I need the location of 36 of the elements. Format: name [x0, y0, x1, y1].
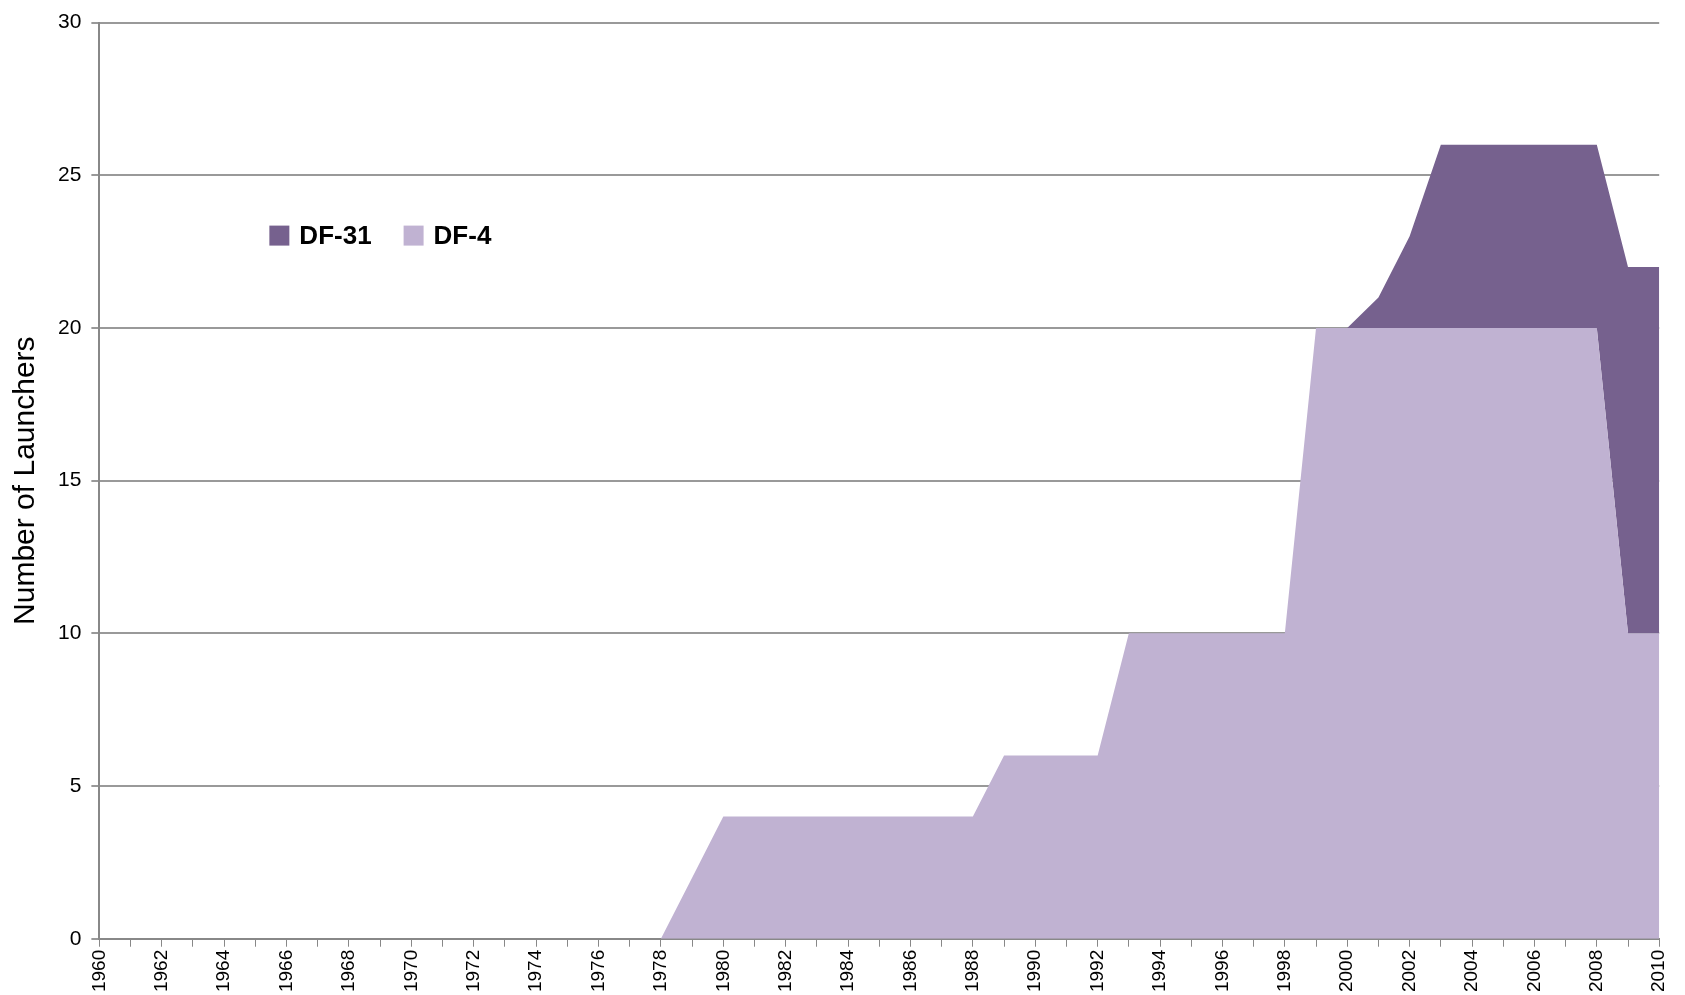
legend-label: DF-4 — [433, 219, 492, 250]
x-tick-label: 1986 — [898, 949, 920, 993]
x-tick-label: 1972 — [461, 949, 483, 993]
x-tick-label: 1968 — [337, 949, 359, 993]
legend-label: DF-31 — [299, 219, 372, 250]
x-tick-label: 2002 — [1397, 949, 1419, 993]
x-tick-label: 1982 — [773, 949, 795, 993]
x-tick-label: 2004 — [1460, 949, 1482, 993]
x-tick-label: 1970 — [399, 949, 421, 993]
x-tick-label: 1980 — [711, 949, 733, 993]
x-tick-label: 1962 — [149, 949, 171, 993]
y-tick-label: 10 — [58, 620, 82, 644]
x-tick-label: 1994 — [1148, 949, 1170, 993]
x-tick-label: 1990 — [1023, 949, 1045, 993]
x-tick-label: 1976 — [586, 949, 608, 993]
x-tick-label: 1996 — [1210, 949, 1232, 993]
x-tick-label: 2008 — [1585, 949, 1607, 993]
x-tick-label: 2010 — [1647, 949, 1669, 993]
y-tick-label: 5 — [69, 772, 82, 796]
x-tick-label: 1960 — [87, 949, 109, 993]
x-tick-label: 1998 — [1273, 949, 1295, 993]
x-tick-label: 1966 — [274, 949, 296, 993]
y-tick-label: 20 — [58, 314, 82, 338]
y-tick-label: 25 — [58, 162, 82, 186]
x-tick-label: 1984 — [836, 949, 858, 993]
y-axis-title: Number of Launchers — [7, 336, 41, 625]
x-tick-label: 1992 — [1085, 949, 1107, 993]
x-tick-label: 2006 — [1522, 949, 1544, 993]
y-tick-label: 30 — [58, 9, 82, 33]
y-tick-label: 0 — [69, 925, 82, 949]
x-tick-label: 1978 — [649, 949, 671, 993]
x-tick-label: 1974 — [524, 949, 546, 993]
x-tick-label: 2000 — [1335, 949, 1357, 993]
y-tick-label: 15 — [58, 467, 82, 491]
x-tick-label: 1964 — [212, 949, 234, 993]
x-tick-label: 1988 — [961, 949, 983, 993]
